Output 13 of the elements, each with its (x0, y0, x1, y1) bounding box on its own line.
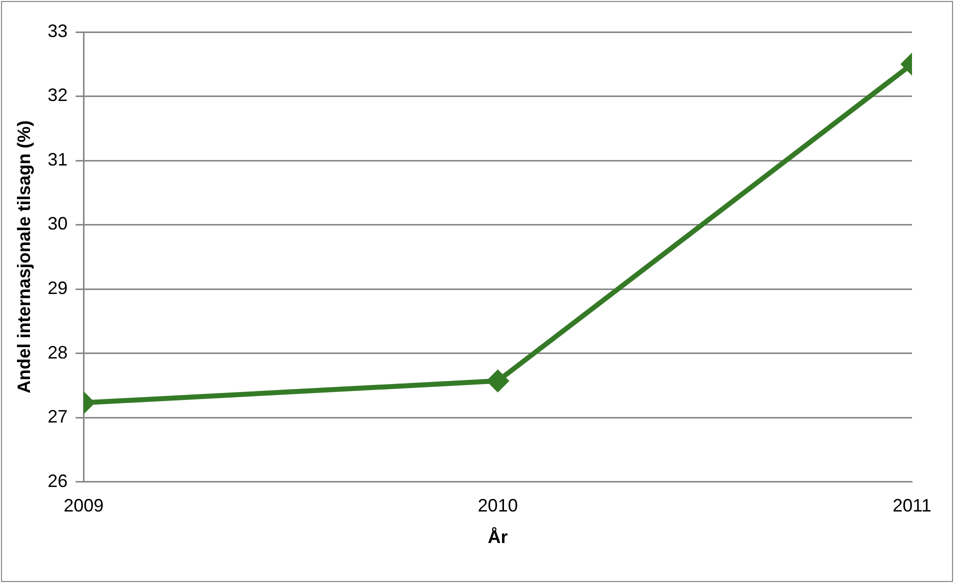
x-tick-label: 2011 (892, 496, 932, 516)
y-tick-label: 33 (48, 20, 68, 41)
x-tick-label: 2009 (64, 496, 104, 516)
y-tick-label: 31 (48, 149, 68, 170)
x-axis-title: År (488, 527, 508, 548)
y-tick-label: 28 (48, 342, 68, 362)
y-tick-label: 29 (48, 278, 68, 298)
y-axis-title: Andel internasjonale tilsagn (%) (14, 120, 34, 394)
y-tick-label: 30 (48, 214, 68, 234)
x-tick-label: 2010 (478, 496, 518, 516)
y-tick-label: 27 (48, 406, 68, 427)
y-tick-label: 32 (48, 85, 68, 106)
y-tick-label: 26 (48, 470, 68, 491)
